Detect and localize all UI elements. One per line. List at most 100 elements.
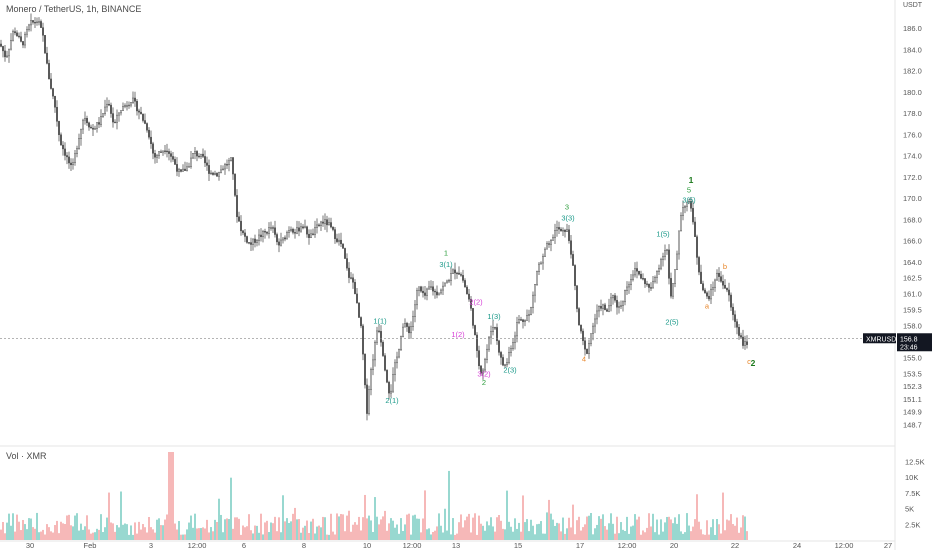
symbol-tag-bg [863,333,896,344]
volume-bar [172,452,174,540]
candle-body [290,228,292,231]
volume-title[interactable]: Vol · XMR [6,451,47,461]
candle-body [604,304,606,310]
candle-body [240,220,242,232]
volume-bar [316,526,318,540]
candle-body [134,97,136,102]
volume-bar [696,494,698,540]
candle-body [560,228,562,232]
candle-body [674,269,676,284]
volume-bar [72,526,74,540]
candle-body [678,230,680,255]
candle-body [116,114,118,123]
volume-bar [658,534,660,540]
volume-bar [646,527,648,540]
time-tick-label: 6 [242,541,246,550]
volume-bar [130,525,132,540]
candle-body [330,222,332,228]
volume-bar [522,495,524,540]
candle-body [580,324,582,332]
volume-bar [592,534,594,540]
candle-body [554,230,556,238]
volume-bar [14,531,16,540]
volume-bar [692,526,694,540]
volume-bar [704,534,706,540]
volume-bar [216,522,218,540]
volume-bar [728,520,730,540]
candle-body [92,127,94,130]
volume-bar [538,523,540,540]
volume-bar [524,522,526,540]
volume-bar [484,530,486,540]
candle-body [434,290,436,293]
candle-body [192,153,194,159]
candle-body [386,370,388,383]
volume-bar [170,452,172,540]
volume-bar [360,530,362,540]
price-tick-label: 168.0 [903,215,922,224]
volume-bar [462,527,464,540]
candle-body [358,302,360,318]
volume-bar [404,524,406,540]
candle-body [670,278,672,297]
candle-body [154,153,156,158]
candle-body [534,284,536,296]
candle-body [0,43,2,47]
candle-body [96,122,98,129]
volume-bar [164,519,166,540]
volume-bar [600,518,602,540]
volume-bar [712,519,714,540]
candle-body [654,277,656,282]
volume-bar [662,531,664,540]
volume-bar [190,515,192,540]
volume-bar [454,534,456,540]
candle-body [482,369,484,374]
candle-body [74,153,76,163]
volume-bar [102,532,104,540]
candle-body [322,221,324,224]
candle-body [340,239,342,245]
volume-bar [136,533,138,540]
volume-bar [174,523,176,540]
volume-bar [274,516,276,540]
candle-body [44,35,46,54]
candle-body [626,286,628,291]
volume-bar [250,530,252,540]
volume-bar [300,532,302,540]
symbol-title[interactable]: Monero / TetherUS, 1h, BINANCE [6,4,142,14]
candle-body [138,110,140,113]
candle-body [382,341,384,356]
volume-bar [414,514,416,540]
volume-bar [744,516,746,540]
price-tick-label: 166.0 [903,237,922,246]
volume-bar [430,534,432,540]
volume-bar [148,516,150,540]
volume-bar [70,525,72,540]
candle-body [546,243,548,250]
volume-bar [16,514,18,540]
candle-body [364,353,366,386]
price-tick-label: 182.0 [903,67,922,76]
candle-body [412,316,414,327]
candle-body [32,20,34,23]
candle-body [486,348,488,360]
volume-bar [670,519,672,540]
candle-body [264,231,266,233]
volume-bar [116,525,118,540]
candle-body [182,168,184,172]
volume-bar [398,533,400,540]
candle-body [42,27,44,36]
volume-bar [104,527,106,540]
volume-bar [630,526,632,540]
volume-bar [488,525,490,540]
volume-bar [150,527,152,540]
candle-body [286,232,288,240]
candle-body [462,275,464,281]
volume-bar [42,529,44,540]
volume-bar [94,532,96,540]
candle-body [174,159,176,165]
candle-body [650,287,652,289]
volume-bar [258,532,260,540]
candle-body [640,273,642,279]
